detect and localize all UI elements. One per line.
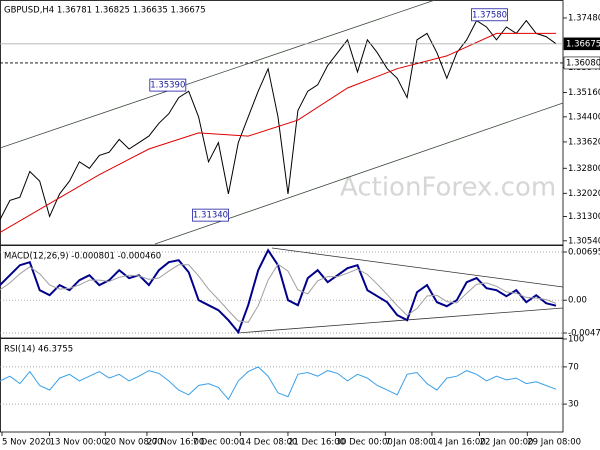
x-tick-label: 21 Dec 16:00: [288, 438, 345, 448]
price-box: [563, 37, 600, 51]
series-line: [0, 32, 556, 233]
x-tick-label: 30 Dec 00:00: [336, 438, 393, 448]
y-tick-label: 1.31300: [568, 212, 600, 222]
macd-trendline-upper: [271, 247, 564, 288]
channel-upper: [0, 0, 436, 149]
x-tick-label: 7 Dec 00:00: [193, 438, 245, 448]
annotation-box: [149, 78, 187, 92]
y-tick-label: -0.004736: [568, 328, 600, 338]
panel-title: MACD(12,26,9) -0.000801 -0.000460: [4, 252, 161, 262]
x-tick-label: 14 Dec 08:00: [240, 438, 297, 448]
price-box: [563, 56, 600, 70]
macd-panel-frame: [0, 245, 564, 339]
series-line: [0, 248, 557, 335]
watermark: ActionForex.com: [340, 173, 556, 203]
y-tick-label: 1.32800: [568, 164, 600, 174]
main-panel-frame: [0, 0, 564, 246]
y-tick-label: 1.32020: [568, 189, 600, 199]
rsi-panel-frame: [0, 338, 564, 433]
x-tick-label: 22 Jan 00:00: [480, 438, 534, 448]
panel-title: RSI(14) 46.3755: [4, 345, 73, 355]
x-tick-label: 27 Nov 16:00: [147, 438, 204, 448]
series-line: [0, 263, 557, 323]
x-tick-label: 7 Jan 08:00: [385, 438, 433, 448]
x-tick-label: 14 Jan 16:00: [432, 438, 486, 448]
y-tick-label: 1.37480: [568, 13, 600, 23]
price-label: 1.36675: [566, 39, 600, 49]
y-tick-label: 0.00: [568, 296, 587, 306]
y-tick-label: 1.35160: [568, 88, 600, 98]
x-tick-label: 5 Nov 2020: [2, 438, 51, 448]
annotation-box: [471, 8, 508, 22]
price-label: 1.36080: [566, 58, 600, 68]
y-tick-label: 70: [568, 362, 579, 372]
x-tick-label: 20 Nov 08:00: [105, 438, 162, 448]
macd-trendline-lower: [236, 307, 564, 334]
y-tick-label: 30: [568, 400, 579, 410]
y-tick-label: 0.006956: [568, 247, 600, 257]
y-tick-label: 100: [568, 335, 584, 345]
annotation-label: 1.35390: [150, 81, 185, 91]
x-tick-label: 29 Jan 08:00: [527, 438, 581, 448]
y-tick-label: 1.34400: [568, 112, 600, 122]
panel-title: GBPUSD,H4 1.36781 1.36825 1.36635 1.3667…: [4, 6, 206, 16]
y-tick-label: 1.30540: [568, 236, 600, 246]
annotation-label: 1.31340: [193, 211, 228, 221]
x-tick-label: 13 Nov 00:00: [50, 438, 107, 448]
y-tick-label: 1.33620: [568, 137, 600, 147]
annotation-box: [192, 208, 229, 222]
series-line: [0, 366, 557, 401]
annotation-label: 1.37580: [472, 10, 507, 20]
